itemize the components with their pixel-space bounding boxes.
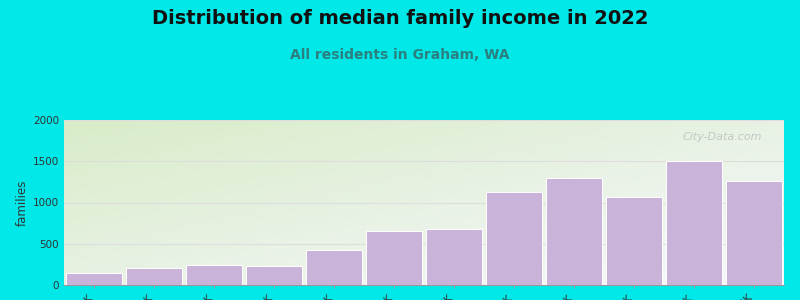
- Bar: [666, 161, 722, 285]
- Bar: [546, 178, 602, 285]
- Text: City-Data.com: City-Data.com: [683, 131, 762, 142]
- Bar: [306, 250, 362, 285]
- Bar: [486, 192, 542, 285]
- Bar: [126, 268, 182, 285]
- Bar: [366, 231, 422, 285]
- Bar: [726, 181, 782, 285]
- Bar: [606, 197, 662, 285]
- Text: All residents in Graham, WA: All residents in Graham, WA: [290, 48, 510, 62]
- Bar: [246, 266, 302, 285]
- Bar: [426, 229, 482, 285]
- Bar: [66, 273, 122, 285]
- Y-axis label: families: families: [16, 179, 29, 226]
- Bar: [186, 265, 242, 285]
- Text: Distribution of median family income in 2022: Distribution of median family income in …: [152, 9, 648, 28]
